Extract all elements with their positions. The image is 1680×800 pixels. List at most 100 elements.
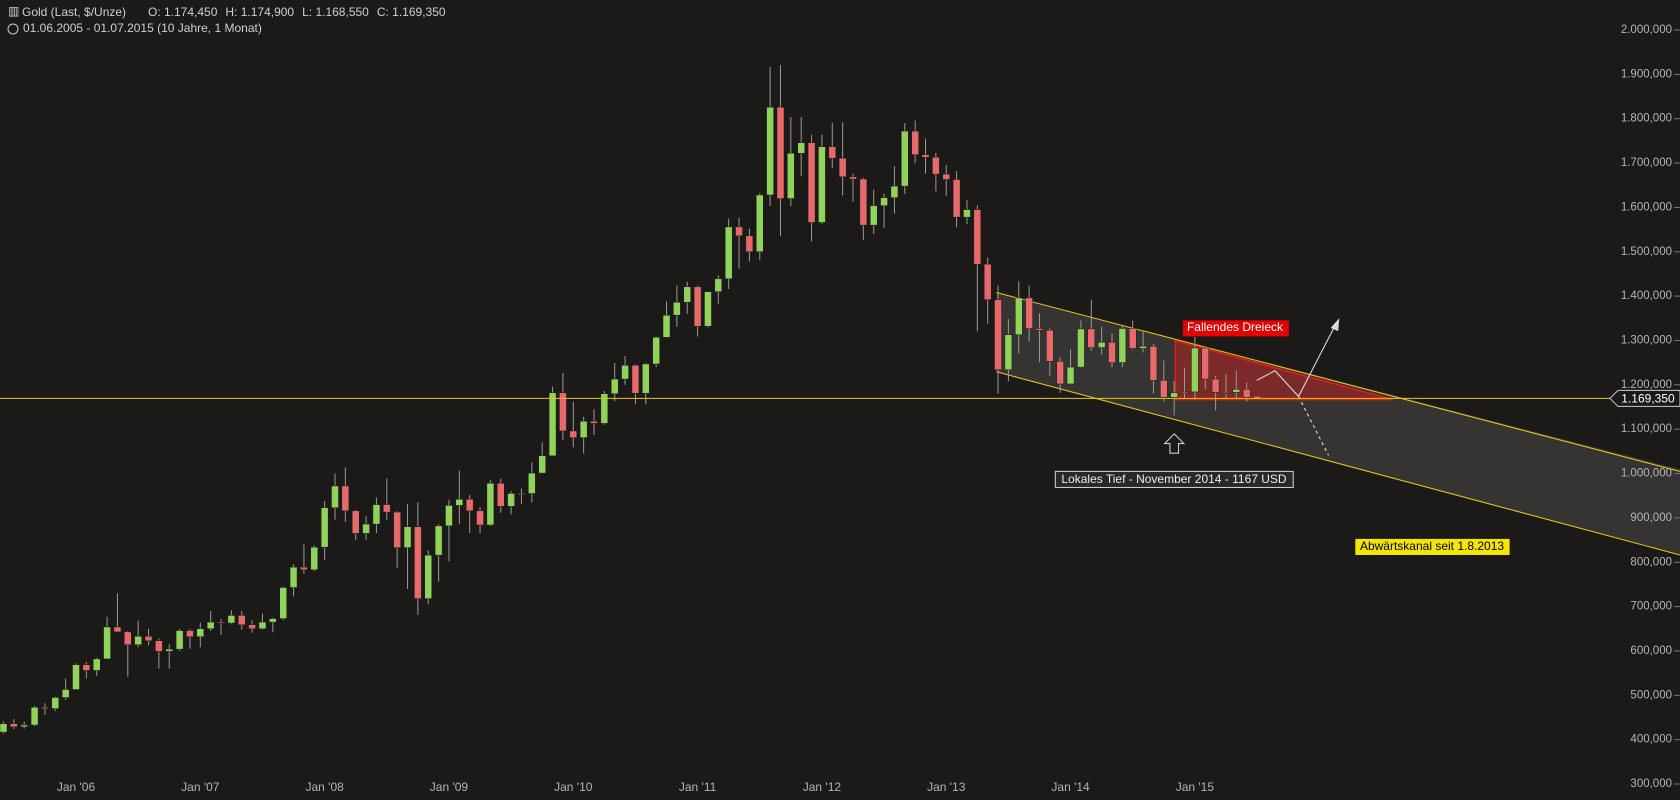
drawings	[996, 291, 1680, 556]
candle-body	[766, 106, 774, 196]
candle-body	[911, 130, 919, 155]
candle-body	[631, 365, 640, 394]
candle-body	[134, 636, 142, 645]
candle-body	[807, 142, 816, 223]
candle-body	[818, 146, 826, 223]
channel-fill	[996, 292, 1680, 555]
candle-body	[756, 194, 764, 253]
candle-body	[693, 286, 702, 327]
candle-body	[890, 185, 899, 198]
candle-body	[849, 176, 857, 180]
y-tick-label: 1.700,000	[1621, 157, 1672, 169]
candle-body	[30, 707, 39, 726]
candle-body	[92, 658, 101, 671]
candle-body	[559, 392, 567, 432]
candle-body	[476, 510, 484, 526]
candle-body	[61, 689, 70, 698]
y-tick-label: 1.800,000	[1621, 113, 1672, 125]
candle-body	[579, 420, 588, 438]
x-tick-label: Jan '14	[1051, 780, 1090, 794]
arrow-head	[1330, 318, 1340, 332]
candle-body	[217, 621, 225, 624]
header-stat: L: 1.168,550	[302, 5, 369, 19]
candle-body	[994, 299, 1002, 370]
candle-body	[1004, 334, 1013, 370]
candle-body	[72, 664, 80, 690]
candle-body	[621, 365, 629, 380]
candle-body	[351, 510, 360, 534]
candle-body	[590, 420, 598, 424]
candle-body	[714, 278, 723, 292]
x-tick-label: Jan '06	[57, 780, 96, 794]
candle-body	[921, 154, 930, 158]
price-tag	[1609, 389, 1680, 407]
title-icon: ▥	[8, 4, 19, 18]
candle-body	[1160, 380, 1168, 398]
title: Gold (Last, $/Unze)	[22, 5, 126, 19]
candle-body	[1025, 297, 1033, 329]
candle-body	[82, 664, 91, 671]
candle-body	[932, 157, 940, 175]
candle-body	[673, 302, 681, 316]
y-tick-label: 900,000	[1630, 512, 1672, 524]
annotation: Lokales Tief - November 2014 - 1167 USD	[1061, 472, 1287, 486]
candle-body	[1108, 341, 1116, 363]
candle-body	[258, 621, 267, 630]
candle-body	[973, 209, 982, 265]
candle-body	[1035, 328, 1044, 331]
candle-body	[528, 472, 536, 494]
candle-body	[1242, 389, 1251, 398]
candle-body	[445, 505, 453, 527]
label-box	[1054, 470, 1294, 489]
clock-icon	[7, 23, 19, 35]
annotation: Abwärtskanal seit 1.8.2013	[1360, 539, 1504, 553]
x-tick-label: Jan '08	[305, 780, 344, 794]
candle-body	[1211, 378, 1220, 393]
candle-body	[745, 235, 754, 253]
candle-body	[724, 226, 733, 280]
candle-body	[1180, 391, 1189, 394]
candle-body	[869, 205, 878, 226]
label-box	[1355, 538, 1510, 555]
x-tick-label: Jan '11	[679, 780, 717, 794]
candle-body	[880, 197, 888, 206]
candle-body	[952, 179, 961, 218]
candle-body	[1097, 341, 1106, 348]
candle-body	[1139, 345, 1147, 349]
candle-body	[538, 455, 546, 474]
candle-body	[776, 106, 785, 199]
x-tick-label: Jan '07	[181, 780, 220, 794]
triangle	[1174, 339, 1394, 401]
channel-lower	[996, 371, 1680, 556]
candle-body	[548, 392, 557, 457]
candle-body	[424, 554, 432, 599]
candle-body	[1087, 328, 1096, 348]
up-arrow	[1163, 433, 1186, 454]
candle-body	[901, 130, 909, 187]
candle-body	[1222, 392, 1230, 394]
candle-body	[569, 430, 578, 438]
candle-body	[320, 507, 329, 548]
candle-body	[963, 209, 971, 218]
header-stat: C: 1.169,350	[377, 5, 446, 19]
y-tick-label: 400,000	[1630, 734, 1672, 746]
candle-body	[362, 523, 370, 534]
price-tag-label: 1.169,350	[1621, 392, 1675, 406]
candle-body	[704, 291, 712, 327]
y-tick-label: 500,000	[1630, 689, 1672, 701]
candle-body	[434, 525, 443, 556]
candle-body	[248, 624, 256, 630]
candle-body	[206, 621, 215, 630]
candle-body	[310, 546, 319, 571]
candle-body	[165, 648, 173, 652]
candle-body	[227, 615, 236, 624]
candle-body	[103, 626, 111, 660]
candle-body	[465, 499, 474, 512]
candle-body	[652, 337, 660, 365]
x-tick-label: Jan '12	[803, 780, 842, 794]
candle-body	[662, 314, 671, 338]
y-tick-label: 2.000,000	[1621, 24, 1672, 36]
label-box	[1182, 320, 1289, 337]
annotation: Fallendes Dreieck	[1187, 320, 1284, 334]
y-tick-label: 800,000	[1630, 556, 1672, 568]
